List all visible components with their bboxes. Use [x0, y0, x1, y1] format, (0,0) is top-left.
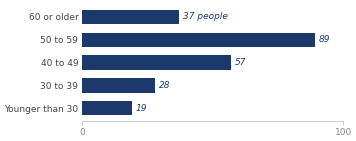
Text: 28: 28 — [159, 81, 171, 90]
Bar — [83, 55, 231, 70]
Text: 37 people: 37 people — [183, 12, 228, 21]
Text: 19: 19 — [136, 104, 147, 113]
Text: 57: 57 — [235, 58, 246, 67]
Text: 89: 89 — [318, 35, 330, 44]
Bar — [83, 78, 156, 92]
Bar — [83, 33, 314, 47]
Bar — [83, 101, 132, 115]
Bar — [83, 10, 179, 24]
